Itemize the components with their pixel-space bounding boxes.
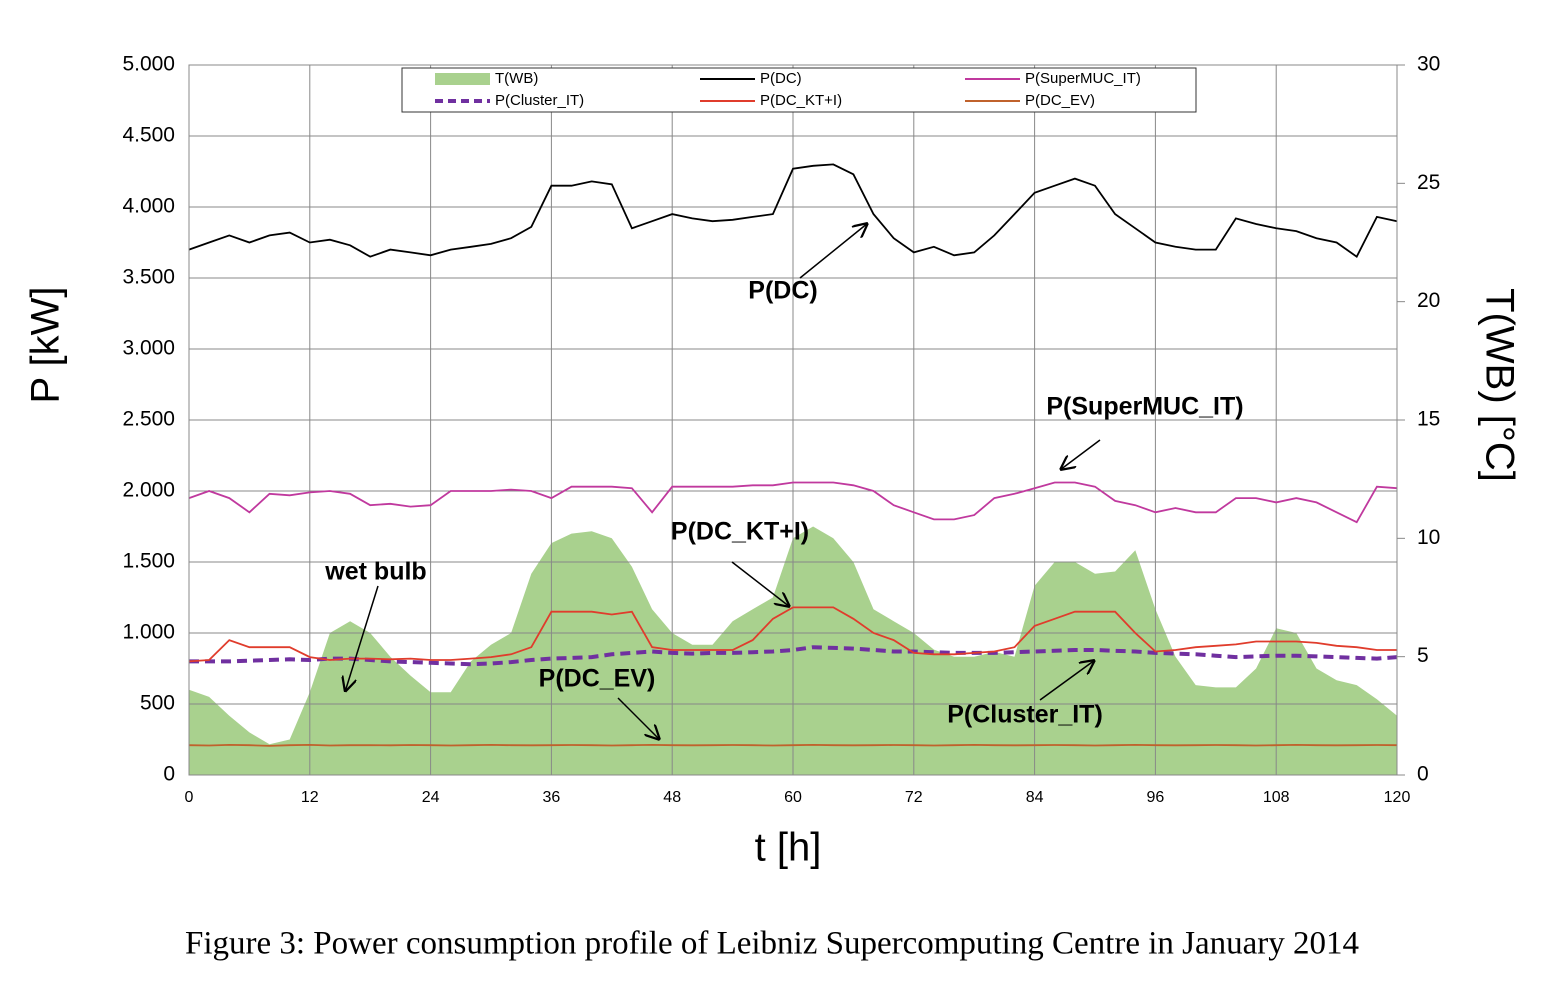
legend: T(WB) P(DC) P(SuperMUC_IT) P(Cluster_IT) P(D… xyxy=(401,67,1197,113)
x-tick-label: 12 xyxy=(301,789,319,806)
legend-label: P(DC_EV) xyxy=(1025,92,1095,109)
line xyxy=(188,163,1398,259)
legend-label: P(Cluster_IT) xyxy=(495,92,584,109)
y2-tick-label: 0 xyxy=(1417,763,1429,786)
y-tick-label: 2.500 xyxy=(122,408,175,431)
y-tick-label: 500 xyxy=(140,692,175,715)
y-tick-label: 4.000 xyxy=(122,195,175,218)
arrow xyxy=(1060,439,1101,470)
arrow xyxy=(1039,660,1095,701)
x-tick-label: 120 xyxy=(1384,789,1411,806)
x-tick-label: 96 xyxy=(1147,789,1165,806)
x-axis-title: t [h] xyxy=(755,826,822,870)
y2-tick-label: 10 xyxy=(1417,526,1440,549)
annotation: P(SuperMUC_IT) xyxy=(1046,393,1243,421)
annotation: P(DC_EV) xyxy=(539,665,656,693)
y2-axis-title: T(WB) [°C] xyxy=(1477,288,1521,482)
x-tick-label: 48 xyxy=(663,789,681,806)
legend-label: T(WB) xyxy=(495,70,538,87)
x-tick-label: 24 xyxy=(422,789,440,806)
x-tick-label: 72 xyxy=(905,789,923,806)
legend-label: P(DC_KT+I) xyxy=(760,92,842,109)
x-tick-label: 84 xyxy=(1026,789,1044,806)
legend-label: P(DC) xyxy=(760,70,802,87)
annotation: wet bulb xyxy=(324,558,426,586)
arrow xyxy=(731,561,790,607)
y-tick-label: 1.500 xyxy=(122,550,175,573)
line xyxy=(188,481,1398,524)
y-tick-label: 4.500 xyxy=(122,124,175,147)
line xyxy=(189,645,1398,667)
y2-tick-label: 25 xyxy=(1417,171,1440,194)
x-tick-label: 36 xyxy=(543,789,561,806)
y-tick-label: 0 xyxy=(163,763,175,786)
x-tick-label: 108 xyxy=(1263,789,1290,806)
y2-tick-label: 30 xyxy=(1417,53,1440,76)
y-axis-title: P [kW] xyxy=(24,286,68,403)
y-tick-label: 1.000 xyxy=(122,621,175,644)
y2-tick-label: 15 xyxy=(1417,408,1440,431)
legend-swatch xyxy=(435,73,490,85)
arrow xyxy=(799,223,868,279)
annotation: P(DC) xyxy=(748,277,817,305)
line xyxy=(188,743,1398,747)
y-tick-label: 5.000 xyxy=(122,53,175,76)
y-tick-label: 2.000 xyxy=(122,479,175,502)
caption: Figure 3: Power consumption profile of L… xyxy=(185,926,1359,962)
x-tick-label: 60 xyxy=(784,789,802,806)
arrow xyxy=(617,697,660,740)
annotation: P(DC_KT+I) xyxy=(671,518,809,546)
y2-tick-label: 20 xyxy=(1417,289,1440,312)
line xyxy=(188,606,1397,663)
arrow xyxy=(345,585,379,692)
annotation: P(Cluster_IT) xyxy=(947,701,1103,729)
legend-label: P(SuperMUC_IT) xyxy=(1025,70,1141,87)
x-tick-label: 0 xyxy=(185,789,194,806)
y-tick-label: 3.500 xyxy=(122,266,175,289)
y-tick-label: 3.000 xyxy=(122,337,175,360)
y2-tick-label: 5 xyxy=(1417,644,1429,667)
